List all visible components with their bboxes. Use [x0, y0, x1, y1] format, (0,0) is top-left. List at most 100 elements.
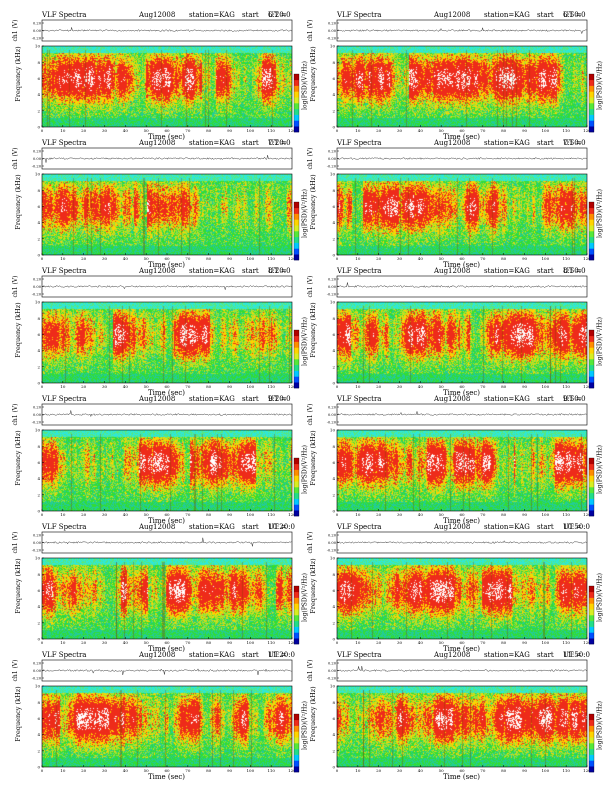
time-axis-label: Time (sec)	[443, 133, 481, 141]
waveform-tick-label: 0.20	[328, 22, 337, 26]
spectrogram-image	[337, 302, 587, 383]
waveform-axis-label: ch1 (V)	[307, 276, 314, 298]
colorbar-swatch	[294, 219, 299, 226]
time-tick-label: 70	[185, 768, 191, 773]
frequency-tick-label: 10	[330, 44, 336, 49]
colorbar-swatch	[294, 504, 299, 511]
frequency-axis-label: Frequency (kHz)	[309, 558, 317, 614]
colorbar-swatch	[294, 638, 299, 645]
waveform-tick-label: -0.20	[32, 421, 42, 425]
spectrogram-panel-7: 0.20 0.00 -0.20 ch1 (V) 0 2 4 6 8 10 0 10 20 30 40 50 60…	[8, 394, 309, 525]
time-axis-label: Time (sec)	[148, 261, 186, 269]
spectrogram-image	[337, 46, 587, 127]
frequency-axis-label: Frequency (kHz)	[14, 558, 22, 614]
colorbar-swatch	[589, 79, 594, 86]
time-tick-label: 0	[41, 128, 44, 133]
time-tick-label: 50	[144, 640, 150, 645]
time-tick-label: 100	[542, 512, 550, 517]
time-tick-label: 0	[41, 640, 44, 645]
waveform-trace	[41, 410, 292, 418]
time-tick-label: 0	[336, 384, 339, 389]
time-tick-label: 80	[206, 256, 212, 261]
time-tick-label: 100	[247, 128, 255, 133]
time-tick-label: 50	[439, 640, 445, 645]
spectrogram-panel-11: 0.20 0.00 -0.20 ch1 (V) 0 2 4 6 8 10 0 10 20 30 40 50 60…	[8, 650, 309, 781]
panel-header: VLF Spectra Aug12008 station=KAG start U…	[337, 11, 586, 19]
frequency-tick-label: 4	[37, 220, 40, 225]
time-tick-label: 60	[164, 640, 170, 645]
time-tick-label: 90	[227, 128, 233, 133]
colorbar-swatch	[589, 248, 594, 255]
panel-start-label: start	[242, 139, 259, 147]
spectrogram-image	[42, 174, 292, 255]
time-tick-label: 10	[355, 384, 361, 389]
frequency-axis-label: Frequency (kHz)	[14, 174, 22, 230]
time-tick-label: 10	[60, 640, 66, 645]
time-tick-label: 60	[459, 384, 465, 389]
frequency-tick-label: 0	[37, 509, 40, 514]
frequency-tick-label: 2	[332, 748, 335, 753]
waveform-tick-label: 0.20	[33, 278, 42, 282]
frequency-tick-label: 6	[37, 588, 40, 593]
time-tick-label: 60	[164, 512, 170, 517]
panel-station: station=KAG	[189, 11, 235, 19]
time-axis-label: Time (sec)	[443, 645, 481, 653]
colorbar-swatch	[589, 760, 594, 767]
colorbar-swatch	[294, 79, 299, 86]
time-tick-label: 100	[542, 256, 550, 261]
colorbar-swatch	[294, 126, 299, 133]
time-tick-label: 120	[583, 384, 591, 389]
waveform-trace	[336, 411, 587, 416]
colorbar-swatch	[294, 719, 299, 726]
time-tick-label: 80	[206, 640, 212, 645]
frequency-axis-label: Frequency (kHz)	[309, 46, 317, 102]
waveform-axis-label: ch1 (V)	[12, 148, 19, 170]
time-tick-label: 60	[459, 256, 465, 261]
frequency-tick-label: 0	[332, 125, 335, 130]
time-tick-label: 100	[542, 768, 550, 773]
frequency-tick-label: 4	[332, 348, 335, 353]
time-axis-label: Time (sec)	[148, 645, 186, 653]
colorbar-swatch	[294, 766, 299, 773]
time-tick-label: 20	[376, 512, 382, 517]
time-tick-label: 50	[439, 256, 445, 261]
frequency-tick-label: 4	[37, 348, 40, 353]
panel-header: VLF Spectra Aug12008 station=KAG start U…	[337, 267, 586, 275]
time-tick-label: 50	[144, 256, 150, 261]
colorbar-swatch	[294, 510, 299, 517]
waveform-tick-label: -0.20	[32, 549, 42, 553]
colorbar-swatch	[294, 498, 299, 505]
time-tick-label: 30	[397, 640, 403, 645]
colorbar-swatch	[589, 126, 594, 133]
colorbar-swatch	[294, 620, 299, 627]
time-tick-label: 60	[164, 256, 170, 261]
panel-title: VLF Spectra	[42, 139, 87, 147]
colorbar-frame	[293, 585, 300, 645]
time-tick-label: 110	[267, 640, 275, 645]
frequency-tick-label: 2	[37, 620, 40, 625]
colorbar-swatch	[589, 591, 594, 598]
time-tick-label: 70	[480, 128, 486, 133]
colorbar-frame	[293, 457, 300, 517]
colorbar-swatch	[589, 492, 594, 499]
time-tick-label: 20	[81, 640, 87, 645]
colorbar-frame	[588, 201, 595, 261]
frequency-tick-label: 0	[37, 381, 40, 386]
colorbar-swatch	[294, 335, 299, 342]
waveform-tick-label: -0.20	[327, 293, 337, 297]
colorbar-frame	[588, 457, 595, 517]
colorbar-frame	[293, 713, 300, 773]
frequency-tick-label: 8	[332, 316, 335, 321]
panel-start-label: start	[537, 139, 554, 147]
colorbar-swatch	[589, 370, 594, 377]
panel-start-label: start	[242, 11, 259, 19]
colorbar-swatch	[589, 475, 594, 482]
panel-header: VLF Spectra Aug12008 station=KAG start U…	[337, 523, 590, 531]
time-tick-label: 110	[562, 768, 570, 773]
panel-title: VLF Spectra	[337, 11, 382, 19]
time-tick-label: 50	[144, 768, 150, 773]
time-tick-label: 70	[480, 640, 486, 645]
colorbar-swatch	[589, 725, 594, 732]
time-tick-label: 120	[288, 640, 296, 645]
